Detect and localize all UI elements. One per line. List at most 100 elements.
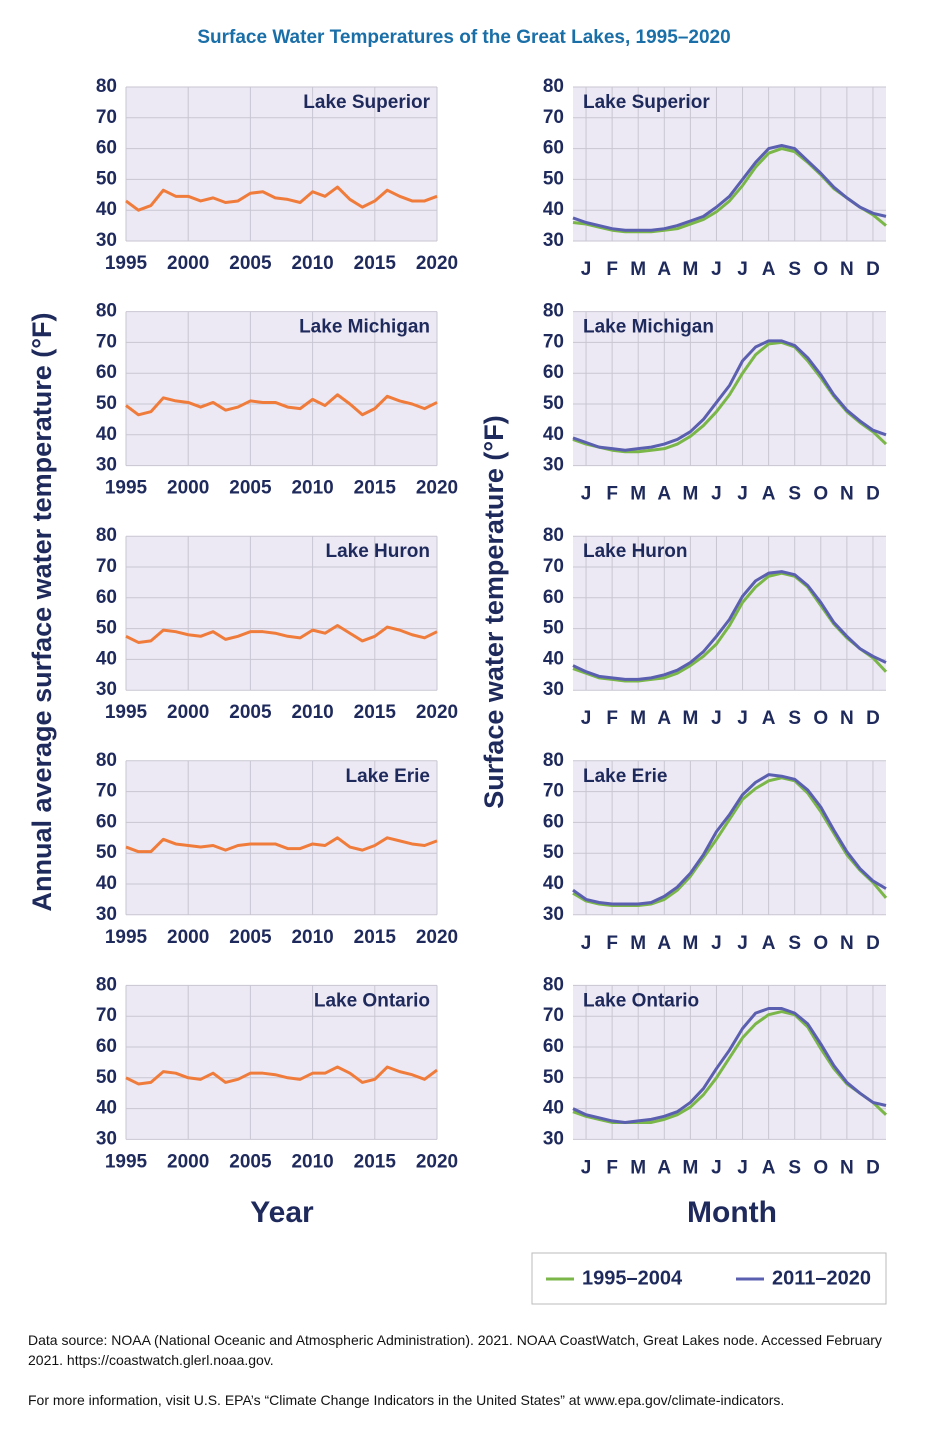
x-tick-label: 2000 xyxy=(167,1151,209,1172)
x-tick-label: 2005 xyxy=(229,478,272,499)
x-tick-label: 2020 xyxy=(416,253,458,274)
x-tick-label: J xyxy=(711,259,722,280)
x-tick-label: M xyxy=(682,933,698,954)
y-tick-label: 30 xyxy=(543,230,564,251)
x-tick-label: F xyxy=(606,259,618,280)
x-tick-label: J xyxy=(737,1157,748,1178)
y-tick-label: 40 xyxy=(96,1098,117,1119)
x-tick-label: 2000 xyxy=(167,253,209,274)
x-tick-label: A xyxy=(762,259,776,280)
plot-area xyxy=(573,311,886,466)
x-tick-label: 2020 xyxy=(416,478,458,499)
x-tick-label: M xyxy=(630,1157,646,1178)
x-tick-label: 2010 xyxy=(291,927,333,948)
x-tick-label: 2005 xyxy=(229,702,272,723)
x-tick-label: J xyxy=(581,933,592,954)
x-tick-label: J xyxy=(581,484,592,505)
y-tick-label: 70 xyxy=(96,107,117,128)
figure: Surface Water Temperatures of the Great … xyxy=(27,27,888,1305)
x-tick-label: S xyxy=(788,484,801,505)
plot-area xyxy=(126,311,437,466)
y-tick-label: 60 xyxy=(96,811,117,832)
y-tick-label: 40 xyxy=(96,648,117,669)
y-tick-label: 40 xyxy=(543,1098,564,1119)
x-tick-label: A xyxy=(762,708,776,729)
y-tick-label: 60 xyxy=(543,138,564,159)
y-tick-label: 80 xyxy=(543,525,564,546)
plot-area xyxy=(573,87,886,241)
x-tick-label: J xyxy=(711,933,722,954)
x-tick-label: S xyxy=(788,708,801,729)
y-tick-label: 40 xyxy=(543,424,564,445)
y-axis-label: Annual average surface water temperature… xyxy=(27,313,57,912)
x-tick-label: F xyxy=(606,484,618,505)
x-tick-label: 2015 xyxy=(354,478,397,499)
x-tick-label: J xyxy=(581,708,592,729)
data-line xyxy=(125,1065,438,1086)
x-tick-label: J xyxy=(581,1157,592,1178)
x-tick-label: N xyxy=(840,933,854,954)
x-tick-label: J xyxy=(737,484,748,505)
legend-box xyxy=(531,1252,887,1305)
x-tick-label: J xyxy=(737,933,748,954)
x-tick-label: S xyxy=(788,1157,801,1178)
x-tick-label: M xyxy=(682,259,698,280)
x-tick-label: J xyxy=(711,1157,722,1178)
x-tick-label: M xyxy=(630,933,646,954)
y-tick-label: 40 xyxy=(96,424,117,445)
y-tick-label: 80 xyxy=(543,76,564,97)
y-tick-label: 70 xyxy=(543,107,564,128)
x-tick-label: 2010 xyxy=(291,253,333,274)
legend-label: 1995–2004 xyxy=(582,1267,683,1289)
panel-title: Lake Ontario xyxy=(583,990,699,1011)
y-tick-label: 60 xyxy=(543,1036,564,1057)
plot-area xyxy=(573,985,886,1140)
x-tick-label: O xyxy=(813,1157,828,1178)
x-tick-label: 2015 xyxy=(354,927,397,948)
data-line xyxy=(572,144,887,232)
x-tick-label: A xyxy=(762,933,776,954)
x-tick-label: M xyxy=(682,484,698,505)
x-tick-label: M xyxy=(630,259,646,280)
x-tick-label: 1995 xyxy=(105,927,148,948)
x-tick-label: 2000 xyxy=(167,927,209,948)
y-tick-label: 70 xyxy=(543,556,564,577)
panel-title: Lake Superior xyxy=(303,92,430,113)
y-tick-label: 50 xyxy=(96,618,117,639)
y-axis-label: Surface water temperature (°F) xyxy=(479,415,509,808)
x-tick-label: J xyxy=(711,484,722,505)
x-tick-label: F xyxy=(606,933,618,954)
x-tick-label: A xyxy=(762,1157,776,1178)
data-line xyxy=(572,1007,887,1124)
x-tick-label: A xyxy=(657,484,671,505)
y-tick-label: 50 xyxy=(96,168,117,189)
x-tick-label: S xyxy=(788,933,801,954)
y-tick-label: 50 xyxy=(96,842,117,863)
data-line xyxy=(125,624,438,644)
y-tick-label: 80 xyxy=(96,974,117,995)
info-note: For more information, visit U.S. EPA’s “… xyxy=(28,1392,785,1408)
x-tick-label: F xyxy=(606,708,618,729)
y-tick-label: 80 xyxy=(543,750,564,771)
x-tick-label: 1995 xyxy=(105,478,148,499)
x-tick-label: O xyxy=(813,708,828,729)
y-tick-label: 80 xyxy=(96,76,117,97)
y-tick-label: 80 xyxy=(543,974,564,995)
y-tick-label: 30 xyxy=(96,679,117,700)
x-tick-label: 2010 xyxy=(291,478,333,499)
x-tick-label: 1995 xyxy=(105,1151,148,1172)
y-tick-label: 40 xyxy=(96,873,117,894)
source-note: Data source: NOAA (National Oceanic and … xyxy=(28,1332,882,1368)
x-tick-label: 2005 xyxy=(229,927,272,948)
x-tick-label: N xyxy=(840,259,854,280)
x-tick-label: A xyxy=(762,484,776,505)
y-tick-label: 30 xyxy=(543,1128,564,1149)
y-tick-label: 60 xyxy=(96,362,117,383)
x-tick-label: J xyxy=(737,259,748,280)
x-tick-label: 1995 xyxy=(105,253,148,274)
x-tick-label: D xyxy=(866,933,880,954)
x-tick-label: 2010 xyxy=(291,702,333,723)
y-tick-label: 50 xyxy=(543,393,564,414)
panel-title: Lake Superior xyxy=(583,92,710,113)
y-tick-label: 50 xyxy=(543,842,564,863)
